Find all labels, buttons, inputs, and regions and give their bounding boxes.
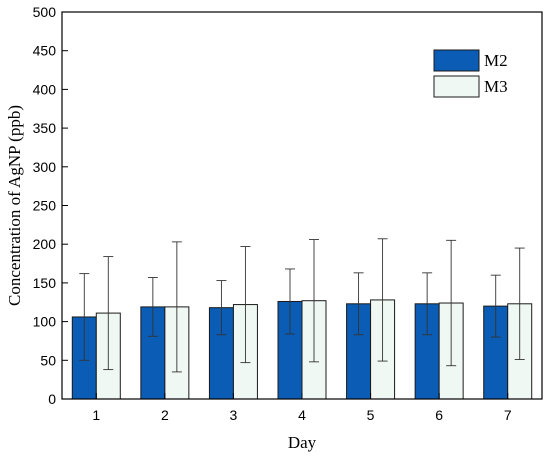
legend-swatch-m3: [433, 75, 480, 98]
legend-label: M2: [484, 51, 508, 70]
x-tick-label: 6: [435, 407, 443, 423]
y-tick-label: 350: [33, 120, 57, 136]
y-tick-label: 450: [33, 43, 57, 59]
y-tick-label: 100: [33, 314, 57, 330]
y-tick-label: 150: [33, 275, 57, 291]
x-tick-label: 3: [230, 407, 238, 423]
error-bars-layer: [79, 238, 525, 373]
x-axis: 1 2 3 4 5 6 7: [92, 393, 512, 423]
y-axis-label: Concentration of AgNP (ppb): [5, 105, 24, 306]
y-tick-label: 250: [33, 198, 57, 214]
x-tick-label: 5: [367, 407, 375, 423]
bars-layer: [71, 299, 533, 400]
x-axis-label: Day: [288, 433, 317, 452]
x-tick-label: 4: [298, 407, 306, 423]
y-tick-label: 400: [33, 81, 57, 97]
y-tick-label: 50: [40, 352, 56, 368]
y-tick-label: 200: [33, 236, 57, 252]
x-tick-label: 2: [161, 407, 169, 423]
x-tick-label: 7: [504, 407, 512, 423]
y-tick-label: 0: [48, 391, 56, 407]
legend-swatch-m2: [433, 49, 480, 72]
y-tick-label: 500: [33, 4, 57, 20]
x-tick-label: 1: [92, 407, 100, 423]
y-axis: 0 50 100 150 200 250 300 350 400 450 500: [33, 4, 68, 407]
legend-label: M3: [484, 77, 508, 96]
y-tick-label: 300: [33, 159, 57, 175]
